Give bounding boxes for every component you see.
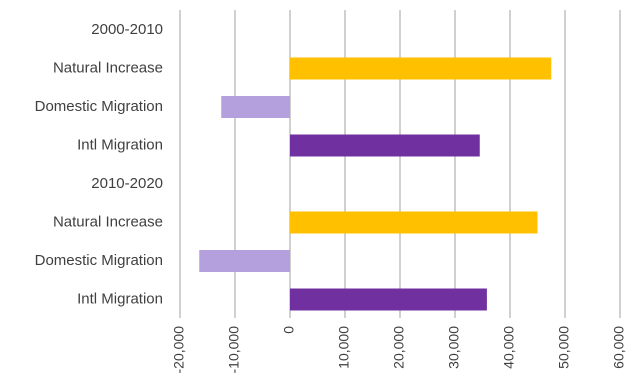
bar [290,211,538,234]
x-tick-label: 40,000 [501,326,517,369]
category-label: Natural Increase [53,213,163,230]
bar [290,288,487,311]
x-tick-label: 60,000 [611,326,627,369]
x-tick-label: 10,000 [336,326,352,369]
bar [290,57,552,80]
x-tick-label: 50,000 [556,326,572,369]
category-label: Natural Increase [53,59,163,76]
x-tick-labels: -20,000 -10,000 0 10,000 20,000 30,000 40,000 5… [171,326,627,374]
x-tick-label: 30,000 [446,326,462,369]
category-labels: 2000-2010 Natural Increase Domestic Migrat… [35,21,163,308]
category-label: Domestic Migration [35,252,163,269]
bar [290,134,480,157]
x-tick-label: 20,000 [391,326,407,369]
category-label: 2000-2010 [91,21,163,38]
bar [199,250,290,272]
category-label: Intl Migration [77,136,163,153]
category-label: Domestic Migration [35,98,163,115]
category-label: 2010-2020 [91,175,163,192]
bars [199,57,552,311]
bar [221,96,290,118]
x-tick-label: 0 [281,326,297,334]
x-tick-label: -20,000 [171,326,187,374]
x-tick-label: -10,000 [226,326,242,374]
category-label: Intl Migration [77,290,163,307]
